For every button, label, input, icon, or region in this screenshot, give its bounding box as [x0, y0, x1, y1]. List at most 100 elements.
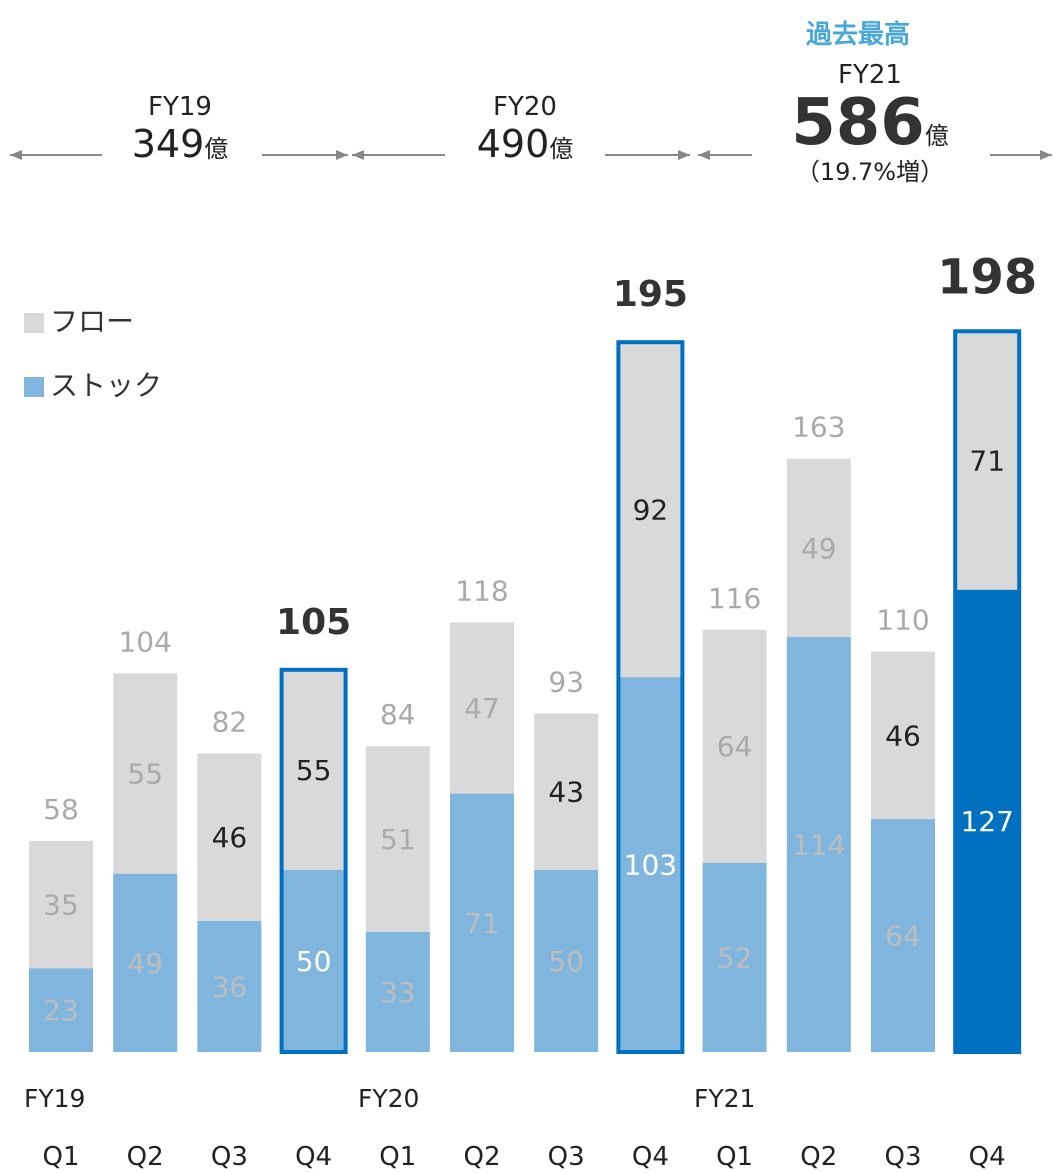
- label-total-2: 104: [118, 625, 171, 658]
- record-high-label: 過去最高: [806, 20, 911, 50]
- label-flow-8: 92: [633, 494, 669, 527]
- label-stock-11: 64: [885, 920, 921, 953]
- x-tick-label-2: Q2: [126, 1142, 164, 1172]
- bar-stock-7: [534, 870, 599, 1052]
- fy21-growth: （19.7%増）: [795, 158, 945, 186]
- label-stock-10: 114: [792, 829, 845, 862]
- bar-stock-2: [113, 873, 178, 1052]
- bar-highlight-outline-12: [953, 329, 1022, 1054]
- x-tick-label-10: Q2: [800, 1142, 838, 1172]
- bar-highlight-outline-8: [616, 340, 685, 1054]
- label-stock-12: 127: [960, 805, 1013, 838]
- label-stock-2: 49: [127, 947, 163, 980]
- x-tick-label-1: Q1: [42, 1142, 80, 1172]
- bar-stock-11: [871, 819, 935, 1052]
- legend-stock-label: ストック: [50, 369, 163, 402]
- label-stock-4: 50: [296, 945, 332, 978]
- bar-flow-11: [871, 651, 935, 820]
- x-tick-label-3: Q3: [210, 1142, 248, 1172]
- bar-stock-1: [29, 968, 93, 1052]
- x-tick-label-8: Q4: [631, 1142, 669, 1172]
- label-flow-2: 55: [127, 758, 163, 791]
- bar-flow-8: [618, 342, 683, 678]
- label-flow-10: 49: [801, 532, 837, 565]
- bar-flow-2: [113, 673, 178, 874]
- fy-arrows: [10, 150, 1052, 160]
- bar-stock-6: [450, 793, 514, 1052]
- bar-stock-8: [618, 677, 683, 1052]
- fy20-unit: 億: [549, 135, 574, 163]
- label-flow-4: 55: [296, 754, 332, 787]
- legend-stock-swatch: [24, 377, 44, 397]
- fy21-name: FY21: [838, 60, 902, 90]
- label-flow-12: 71: [969, 445, 1005, 478]
- label-stock-6: 71: [464, 907, 500, 940]
- bar-stock-3: [197, 920, 262, 1052]
- fy20-arrow-left-head: [352, 150, 364, 160]
- fy21-arrow-right-head: [1040, 150, 1052, 160]
- x-group-fy20: FY20: [358, 1084, 420, 1113]
- label-flow-11: 46: [885, 719, 921, 752]
- label-flow-9: 64: [717, 730, 753, 763]
- label-flow-6: 47: [464, 692, 500, 725]
- fy19-arrow-right-head: [336, 150, 348, 160]
- fy19-unit: 億: [204, 135, 229, 163]
- legend-stock: ストック: [24, 364, 162, 404]
- fy20-arrow-right-head: [678, 150, 690, 160]
- bar-flow-9: [702, 629, 767, 863]
- label-total-12: 198: [937, 249, 1037, 305]
- fy21-total: 586: [791, 86, 925, 160]
- bar-stock-12: [955, 589, 1020, 1052]
- bar-flow-7: [534, 713, 599, 870]
- fy19-total: 349: [131, 122, 205, 166]
- bar-flow-1: [29, 840, 93, 969]
- label-total-3: 82: [212, 706, 248, 739]
- label-total-7: 93: [548, 665, 584, 698]
- fy21-summary: FY21 586億 （19.7%増）: [770, 60, 970, 188]
- bars-layer: 23 35 58 49 55 104 36 46 82 50 55 105 33 51 84 71 47 118 5…: [29, 249, 1037, 1054]
- x-tick-label-4: Q4: [295, 1142, 333, 1172]
- bar-highlight-outline-4: [279, 667, 348, 1054]
- legend-flow-swatch: [24, 313, 44, 333]
- bar-stock-4: [281, 870, 346, 1052]
- label-stock-3: 36: [212, 970, 248, 1003]
- label-total-11: 110: [876, 604, 929, 637]
- bar-stock-9: [702, 862, 767, 1052]
- label-total-8: 195: [613, 274, 688, 315]
- fy19-name: FY19: [148, 92, 212, 122]
- bar-flow-10: [786, 458, 851, 638]
- x-tick-label-11: Q3: [884, 1142, 922, 1172]
- fy20-total: 490: [476, 122, 550, 166]
- label-stock-9: 52: [717, 941, 753, 974]
- x-tick-label-5: Q1: [379, 1142, 417, 1172]
- legend-flow: フロー: [24, 300, 134, 340]
- label-flow-1: 35: [43, 889, 79, 922]
- label-flow-3: 46: [212, 821, 248, 854]
- fy19-summary: FY19 349億: [110, 92, 250, 166]
- legend-flow-label: フロー: [50, 305, 135, 338]
- label-flow-7: 43: [548, 776, 584, 809]
- label-stock-7: 50: [548, 945, 584, 978]
- fy20-name: FY20: [493, 92, 557, 122]
- label-stock-1: 23: [43, 994, 79, 1027]
- bar-flow-5: [365, 746, 430, 932]
- label-stock-5: 33: [380, 976, 416, 1009]
- x-group-fy19: FY19: [24, 1084, 86, 1113]
- bar-stock-10: [786, 637, 851, 1052]
- x-tick-label-6: Q2: [463, 1142, 501, 1172]
- fy21-unit: 億: [924, 122, 949, 150]
- x-tick-label-7: Q3: [547, 1142, 585, 1172]
- label-total-4: 105: [276, 602, 351, 643]
- bar-flow-4: [281, 669, 346, 870]
- label-total-9: 116: [708, 582, 761, 615]
- x-group-fy21: FY21: [694, 1084, 756, 1113]
- label-total-1: 58: [43, 793, 79, 826]
- label-stock-8: 103: [624, 849, 677, 882]
- label-total-6: 118: [455, 574, 508, 607]
- x-tick-label-12: Q4: [968, 1142, 1006, 1172]
- x-tick-label-9: Q1: [716, 1142, 754, 1172]
- bar-flow-3: [197, 753, 262, 921]
- fy19-arrow-left-head: [10, 150, 22, 160]
- bar-flow-12: [955, 331, 1020, 590]
